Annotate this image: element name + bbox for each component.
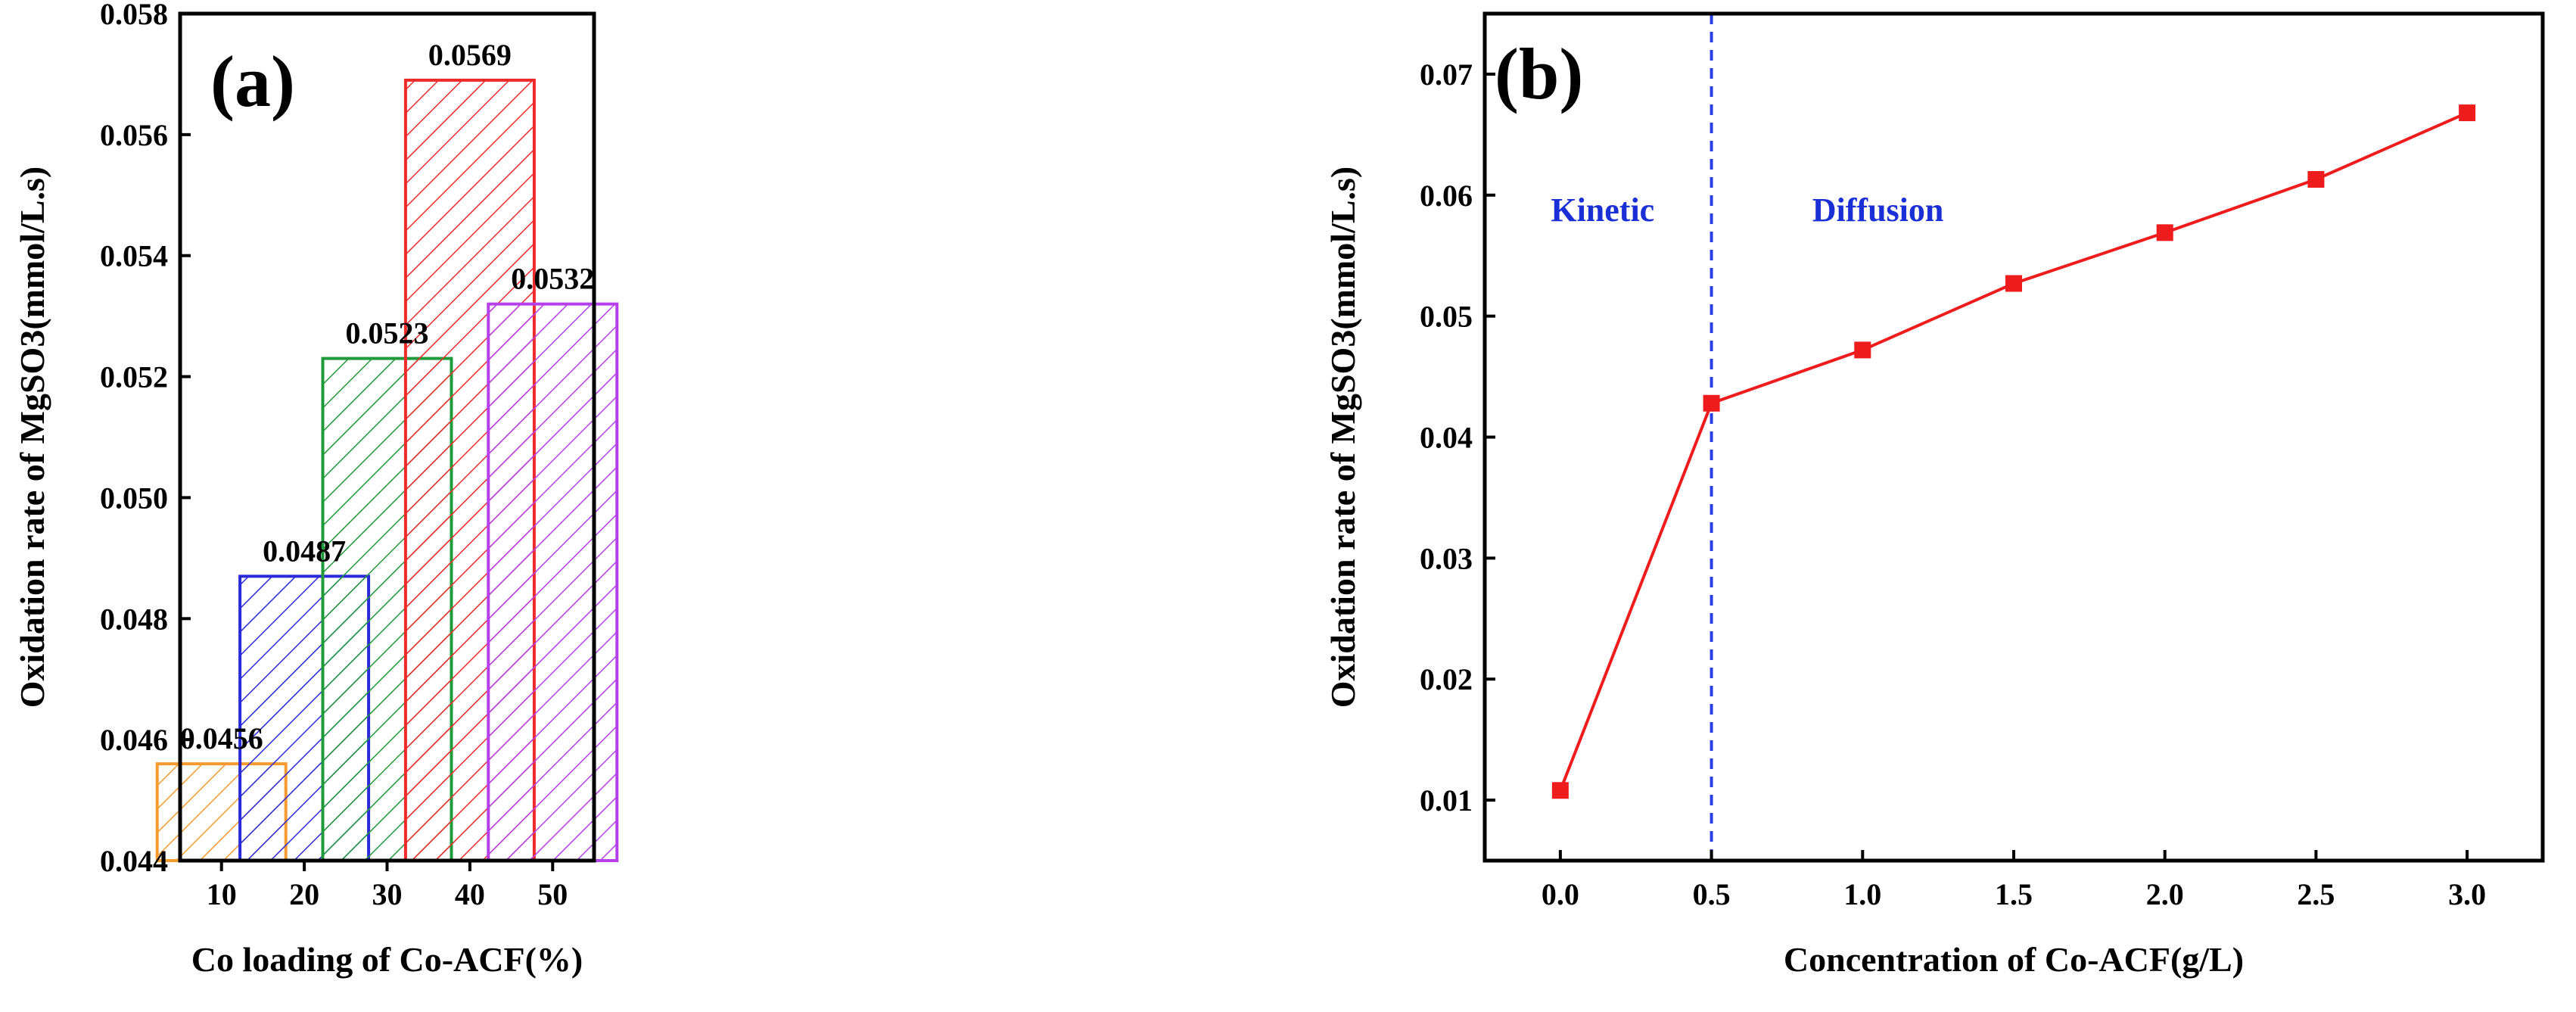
x-axis-label-a: Co loading of Co-ACF(%) <box>191 940 583 979</box>
x-tick-label: 10 <box>207 877 237 911</box>
x-tick-label: 1.5 <box>1995 877 2033 911</box>
y-tick-label: 0.056 <box>100 118 168 152</box>
y-tick-label: 0.044 <box>100 844 168 878</box>
y-tick-label: 0.04 <box>1420 421 1473 455</box>
plot-frame-b <box>1482 11 2545 863</box>
x-tick-label: 0.5 <box>1693 877 1731 911</box>
series-line <box>1558 111 2468 792</box>
panel-label-a: (a) <box>210 41 295 122</box>
data-label-30: 0.0523 <box>346 316 429 350</box>
y-tick-label: 0.02 <box>1420 662 1473 696</box>
y-tick-label: 0.054 <box>100 239 168 273</box>
y-tick-label: 0.050 <box>100 481 168 515</box>
data-label-10: 0.0456 <box>180 721 263 755</box>
x-tick-label: 1.0 <box>1843 877 1881 911</box>
x-tick-label: 2.5 <box>2297 877 2335 911</box>
data-point <box>2307 171 2325 188</box>
panel-label-b: (b) <box>1495 33 1583 114</box>
x-tick-label: 3.0 <box>2448 877 2486 911</box>
x-axis-a: 10 20 30 40 50 <box>207 861 568 911</box>
series-points <box>1551 104 2476 799</box>
region-label-kinetic: Kinetic <box>1551 192 1654 229</box>
data-label-40: 0.0569 <box>428 38 512 72</box>
y-tick-label: 0.058 <box>100 0 168 31</box>
data-point <box>2459 104 2476 122</box>
x-axis-label-b: Concentration of Co-ACF(g/L) <box>1784 940 2244 979</box>
data-point <box>1551 782 1569 799</box>
x-axis-b: 0.0 0.5 1.0 1.5 2.0 2.5 3.0 <box>1542 850 2486 911</box>
region-label-diffusion: Diffusion <box>1812 192 1944 229</box>
y-axis-label-b: Oxidation rate of MgSO3(mmol/L.s) <box>1324 167 1362 708</box>
x-tick-label: 30 <box>372 877 403 911</box>
y-tick-label: 0.046 <box>100 723 168 757</box>
x-tick-label: 40 <box>455 877 485 911</box>
y-tick-label: 0.03 <box>1420 541 1473 575</box>
y-tick-label: 0.048 <box>100 602 168 636</box>
x-tick-label: 20 <box>289 877 319 911</box>
y-tick-label: 0.052 <box>100 360 168 394</box>
data-labels-a: 0.0456 0.0487 0.0523 0.0569 0.0532 <box>180 38 595 755</box>
y-tick-label: 0.07 <box>1420 58 1473 92</box>
y-tick-label: 0.01 <box>1420 783 1473 817</box>
data-point <box>2005 275 2022 292</box>
data-label-20: 0.0487 <box>263 534 346 568</box>
data-label-50: 0.0532 <box>511 262 594 296</box>
y-axis-a: 0.044 0.046 0.048 0.050 0.052 0.054 0.056 0.058 <box>100 0 191 878</box>
y-axis-label-a: Oxidation rate of MgSO3(mmol/L.s) <box>13 167 51 708</box>
y-axis-b: 0.01 0.02 0.03 0.04 0.05 0.06 0.07 <box>1420 58 1495 817</box>
data-point <box>1854 341 1871 359</box>
data-point <box>2156 224 2173 241</box>
y-tick-label: 0.06 <box>1420 179 1473 213</box>
x-tick-label: 50 <box>537 877 568 911</box>
x-tick-label: 2.0 <box>2146 877 2184 911</box>
y-tick-label: 0.05 <box>1420 300 1473 334</box>
line-chart-panel-b: 0.01 0.02 0.03 0.04 0.05 0.06 0.07 0.0 0.5 1.0 1.… <box>1324 11 2545 979</box>
x-tick-label: 0.0 <box>1542 877 1579 911</box>
bar-chart-panel-a: 0.044 0.046 0.048 0.050 0.052 0.054 0.056 0.058… <box>13 0 619 979</box>
data-point <box>1703 394 1720 412</box>
bar-50 <box>487 302 619 862</box>
